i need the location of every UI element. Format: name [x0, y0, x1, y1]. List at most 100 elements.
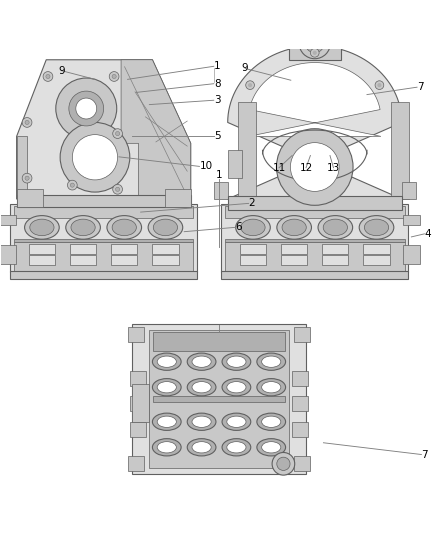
Bar	[364, 244, 390, 254]
Ellipse shape	[241, 219, 265, 236]
Circle shape	[25, 120, 29, 125]
Ellipse shape	[66, 216, 100, 239]
Bar	[111, 244, 138, 254]
Bar	[128, 456, 144, 471]
Circle shape	[290, 143, 339, 191]
Bar	[111, 255, 138, 265]
Bar	[221, 271, 408, 279]
Bar	[228, 196, 402, 210]
Bar	[294, 327, 310, 342]
Text: 1: 1	[215, 170, 223, 180]
Bar	[0, 245, 16, 264]
Text: 8: 8	[214, 79, 220, 88]
Ellipse shape	[30, 219, 54, 236]
Bar	[238, 102, 255, 199]
Bar	[225, 239, 405, 241]
Circle shape	[248, 83, 252, 87]
Ellipse shape	[192, 382, 211, 393]
Bar	[281, 244, 307, 254]
Ellipse shape	[282, 219, 306, 236]
Circle shape	[25, 176, 29, 180]
Ellipse shape	[277, 216, 311, 239]
Bar	[165, 189, 191, 207]
Text: 2: 2	[249, 198, 255, 208]
Ellipse shape	[257, 413, 286, 431]
Ellipse shape	[152, 413, 181, 431]
Ellipse shape	[112, 219, 136, 236]
Bar	[214, 182, 228, 199]
Ellipse shape	[222, 413, 251, 431]
Bar	[228, 150, 242, 178]
Polygon shape	[228, 46, 402, 199]
Bar	[152, 244, 179, 254]
Circle shape	[113, 128, 123, 139]
Bar	[292, 396, 308, 411]
Ellipse shape	[187, 413, 216, 431]
Bar	[128, 327, 144, 342]
Bar	[10, 205, 197, 272]
Ellipse shape	[318, 216, 353, 239]
Ellipse shape	[148, 216, 183, 239]
Ellipse shape	[261, 382, 281, 393]
Ellipse shape	[222, 378, 251, 396]
Polygon shape	[121, 60, 191, 199]
Polygon shape	[17, 136, 27, 199]
Text: 9: 9	[58, 66, 65, 76]
Ellipse shape	[222, 353, 251, 370]
Ellipse shape	[257, 439, 286, 456]
Ellipse shape	[227, 356, 246, 367]
Circle shape	[72, 135, 117, 180]
Ellipse shape	[257, 378, 286, 396]
Circle shape	[60, 123, 130, 192]
Bar	[149, 330, 289, 469]
Circle shape	[299, 27, 330, 59]
Ellipse shape	[153, 219, 177, 236]
Bar	[221, 205, 408, 272]
Circle shape	[69, 91, 104, 126]
Bar	[403, 245, 420, 264]
Bar	[364, 255, 390, 265]
Bar	[391, 102, 409, 199]
Circle shape	[67, 180, 77, 190]
Ellipse shape	[261, 442, 281, 453]
Text: 9: 9	[242, 63, 248, 74]
Ellipse shape	[187, 353, 216, 370]
Bar	[14, 243, 194, 271]
Bar	[132, 384, 149, 422]
Bar	[29, 255, 55, 265]
Bar	[240, 255, 266, 265]
Text: 4: 4	[424, 229, 431, 239]
Circle shape	[272, 453, 295, 475]
Bar	[292, 422, 308, 437]
Ellipse shape	[227, 416, 246, 427]
Ellipse shape	[157, 356, 177, 367]
Ellipse shape	[192, 416, 211, 427]
Text: 5: 5	[214, 131, 220, 141]
Circle shape	[113, 184, 123, 194]
Ellipse shape	[364, 219, 389, 236]
Ellipse shape	[71, 219, 95, 236]
Ellipse shape	[323, 219, 347, 236]
Bar	[322, 255, 349, 265]
Bar	[153, 396, 285, 402]
Bar	[10, 271, 197, 279]
Bar	[70, 255, 96, 265]
Ellipse shape	[227, 382, 246, 393]
Text: 12: 12	[300, 163, 313, 173]
Ellipse shape	[152, 439, 181, 456]
Circle shape	[377, 83, 381, 87]
Circle shape	[305, 34, 324, 53]
Ellipse shape	[187, 378, 216, 396]
Bar	[289, 43, 341, 60]
Circle shape	[246, 81, 254, 90]
Text: 7: 7	[417, 82, 424, 92]
Text: 11: 11	[272, 163, 286, 173]
Bar	[322, 244, 349, 254]
Ellipse shape	[359, 216, 394, 239]
Circle shape	[277, 457, 290, 471]
Bar	[281, 255, 307, 265]
Bar	[240, 244, 266, 254]
Bar	[29, 244, 55, 254]
Polygon shape	[17, 60, 191, 199]
Bar	[403, 215, 420, 225]
